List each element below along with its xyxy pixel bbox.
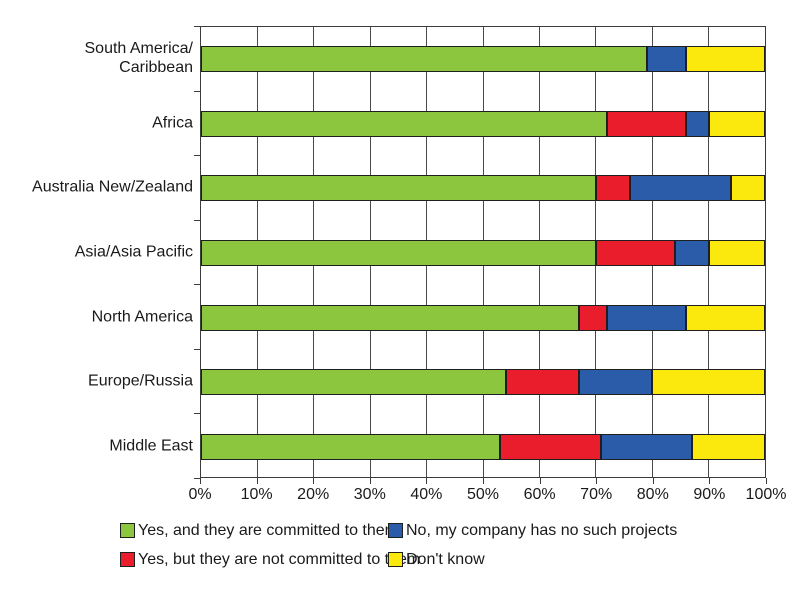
bar-segment: [601, 433, 692, 460]
x-tick-label: 40%: [410, 486, 443, 503]
bar-row-6: [201, 433, 765, 460]
bar-segment: [505, 369, 579, 396]
y-tick: [194, 90, 200, 92]
bar-segment: [607, 304, 687, 331]
bar-segment: [607, 110, 687, 137]
category-label: Middle East: [109, 437, 193, 455]
y-tick: [194, 219, 200, 221]
x-tick-label: 10%: [240, 486, 273, 503]
x-tick-label: 50%: [466, 486, 500, 503]
bar-row-3: [201, 240, 765, 266]
bar-segment: [691, 433, 765, 460]
category-label: Asia/Asia Pacific: [74, 243, 193, 261]
bar-segment: [652, 369, 765, 396]
y-tick: [194, 413, 200, 415]
bar-segment: [708, 110, 765, 137]
category-label: North America: [91, 308, 193, 326]
x-tick-label: 20%: [297, 486, 330, 503]
y-tick: [194, 478, 200, 479]
bar-segment: [578, 304, 608, 331]
bar-row-1: [201, 110, 765, 137]
legend-label: No, my company has no such projects: [406, 521, 678, 539]
bar-segment: [201, 304, 579, 331]
x-tick: [539, 478, 541, 484]
x-tick: [483, 478, 484, 484]
x-tick: [369, 478, 371, 484]
x-tick-label: 100%: [745, 486, 787, 503]
y-tick: [194, 26, 200, 27]
category-label: South America/Caribbean: [84, 40, 194, 77]
x-tick: [426, 478, 428, 484]
legend-swatch-icon: [120, 523, 135, 538]
bar-segment: [201, 110, 608, 137]
bar-segment: [674, 240, 709, 266]
bar-row-5: [201, 369, 765, 396]
category-label: Australia New/Zealand: [32, 178, 193, 196]
x-tick: [766, 478, 767, 484]
x-tick: [256, 478, 258, 484]
legend-item: No, my company has no such projects: [388, 522, 677, 539]
legend-item: Yes, but they are not committed to them: [120, 551, 420, 568]
bar-segment: [201, 175, 596, 202]
bar-segment: [646, 46, 687, 73]
x-tick-label: 90%: [693, 486, 726, 503]
x-tick: [652, 478, 654, 484]
plot-area: [200, 26, 766, 478]
bar-segment: [201, 240, 596, 266]
x-tick-label: 60%: [523, 486, 556, 503]
y-tick: [194, 348, 200, 350]
bar-segment: [686, 304, 765, 331]
x-tick: [709, 478, 711, 484]
legend-item: Yes, and they are committed to them: [120, 522, 398, 539]
bar-row-0: [201, 46, 765, 73]
bar-segment: [201, 369, 506, 396]
bar-row-4: [201, 304, 765, 331]
legend-item: Don't know: [388, 551, 677, 568]
bar-segment: [201, 46, 647, 73]
chart-legend: Yes, and they are committed to them No, m…: [120, 522, 677, 568]
bar-segment: [499, 433, 602, 460]
x-tick: [313, 478, 315, 484]
category-label: Europe/Russia: [88, 372, 193, 390]
bar-segment: [686, 110, 709, 137]
bar-segment: [595, 175, 630, 202]
x-tick: [596, 478, 598, 484]
bar-segment: [731, 175, 765, 202]
x-tick-label: 80%: [636, 486, 669, 503]
y-tick: [194, 155, 200, 157]
legend-label: Yes, and they are committed to them: [138, 521, 398, 539]
y-tick: [194, 284, 200, 286]
bar-segment: [629, 175, 732, 202]
legend-swatch-icon: [388, 523, 403, 538]
legend-swatch-icon: [120, 552, 135, 567]
x-tick-label: 70%: [580, 486, 613, 503]
bar-segment: [201, 433, 500, 460]
bar-segment: [708, 240, 765, 266]
legend-swatch-icon: [388, 552, 403, 567]
legend-label: Yes, but they are not committed to them: [138, 550, 421, 568]
x-tick: [200, 478, 201, 484]
legend-label: Don't know: [406, 550, 485, 568]
x-tick-label: 30%: [353, 486, 386, 503]
x-tick-label: 0%: [188, 486, 212, 503]
bar-segment: [578, 369, 653, 396]
bar-segment: [686, 46, 765, 73]
bar-row-2: [201, 175, 765, 202]
bar-segment: [595, 240, 675, 266]
category-label: Africa: [152, 114, 193, 132]
